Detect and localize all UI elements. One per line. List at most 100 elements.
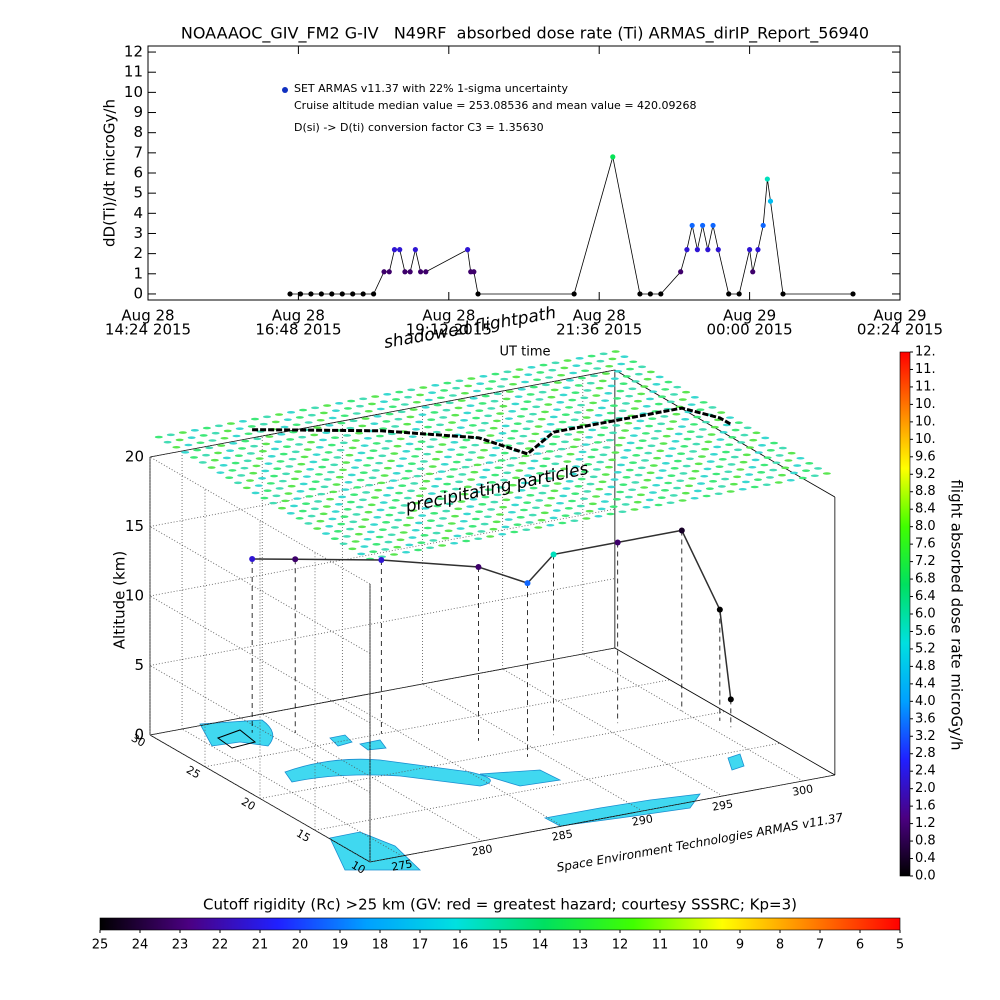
y-tick-label: 15 — [294, 827, 313, 845]
particle — [572, 438, 581, 441]
x-tick-label: 02:24 2015 — [857, 321, 943, 339]
particle — [739, 460, 748, 464]
particle — [286, 511, 295, 515]
particle — [222, 456, 231, 460]
x-tick-label: 285 — [551, 827, 574, 843]
particle — [539, 464, 548, 468]
particle — [399, 457, 408, 460]
particle — [522, 528, 531, 532]
particle — [388, 506, 397, 509]
colorbar-tick-label: 2.8 — [915, 746, 936, 761]
particle — [290, 477, 299, 481]
particle — [519, 434, 528, 438]
particle — [778, 446, 787, 450]
grid-line — [262, 713, 483, 842]
particle — [292, 423, 301, 427]
particle — [394, 417, 403, 421]
particle — [310, 433, 319, 437]
particle — [568, 499, 577, 503]
annotation: Cruise altitude median value = 253.08536… — [294, 99, 697, 112]
particle — [509, 456, 518, 460]
particle — [575, 457, 584, 461]
particle — [566, 452, 575, 456]
particle — [613, 470, 622, 474]
colorbar-tick-label: 17 — [412, 938, 429, 953]
particle — [703, 467, 712, 471]
y-tick-label: 3 — [133, 224, 143, 242]
particle — [754, 451, 763, 454]
particle — [304, 421, 313, 424]
particle — [415, 494, 424, 498]
particle — [528, 412, 537, 416]
particle — [403, 496, 412, 500]
particle — [352, 412, 361, 415]
particle — [503, 471, 512, 475]
data-point — [308, 291, 314, 297]
particle — [633, 500, 642, 504]
data-point — [423, 269, 429, 275]
particle — [228, 469, 237, 472]
particle — [322, 431, 331, 434]
y-tick-label: 6 — [133, 164, 143, 182]
data-point — [610, 154, 616, 160]
particle — [460, 492, 469, 496]
particle — [502, 397, 511, 401]
particle — [436, 396, 445, 400]
particle — [516, 415, 525, 418]
particle — [604, 465, 613, 469]
flight-point — [475, 564, 482, 571]
particle — [313, 426, 322, 429]
particle — [445, 502, 454, 506]
particle — [471, 443, 480, 447]
particle — [396, 437, 405, 441]
particle — [274, 440, 283, 443]
particle — [708, 406, 717, 409]
particle — [661, 461, 670, 465]
particle — [476, 382, 485, 385]
particle — [495, 513, 504, 516]
particle — [642, 505, 651, 509]
particle — [664, 380, 673, 384]
particle — [351, 466, 360, 469]
data-point — [297, 291, 304, 297]
particle — [279, 452, 288, 456]
particle — [491, 473, 500, 477]
particle — [676, 479, 685, 483]
particle — [308, 487, 317, 491]
particle — [547, 496, 556, 500]
colorbar-label: flight absorbed dose rate microGy/h — [948, 479, 966, 750]
particle — [296, 489, 305, 493]
particle — [532, 479, 541, 482]
particle — [154, 435, 163, 439]
particle — [535, 499, 544, 502]
particle — [328, 517, 337, 521]
particle — [605, 438, 614, 442]
particle — [311, 406, 320, 410]
particle — [364, 510, 373, 514]
particle — [419, 487, 428, 490]
colorbar-tick-label: 6.4 — [915, 589, 936, 604]
y-tick-label: 11 — [124, 63, 143, 81]
particle — [426, 445, 435, 449]
particle — [477, 429, 486, 432]
particle — [460, 419, 469, 422]
particle — [491, 372, 500, 376]
particle — [471, 517, 480, 521]
particle — [585, 408, 594, 412]
particle — [632, 454, 641, 457]
particle — [440, 462, 449, 466]
particle — [574, 384, 583, 387]
particle — [503, 370, 512, 374]
particle — [445, 401, 454, 405]
particle — [520, 481, 529, 485]
x-tick-label: 00:00 2015 — [707, 321, 793, 339]
colorbar-tick-label: 10. — [915, 414, 936, 429]
particle — [307, 440, 316, 444]
particle — [683, 437, 692, 441]
particle — [543, 504, 552, 507]
particle — [593, 441, 602, 444]
colorbar-tick-label: 4.0 — [915, 694, 936, 709]
particle — [626, 441, 635, 445]
particle — [548, 469, 557, 473]
particle — [558, 420, 567, 424]
